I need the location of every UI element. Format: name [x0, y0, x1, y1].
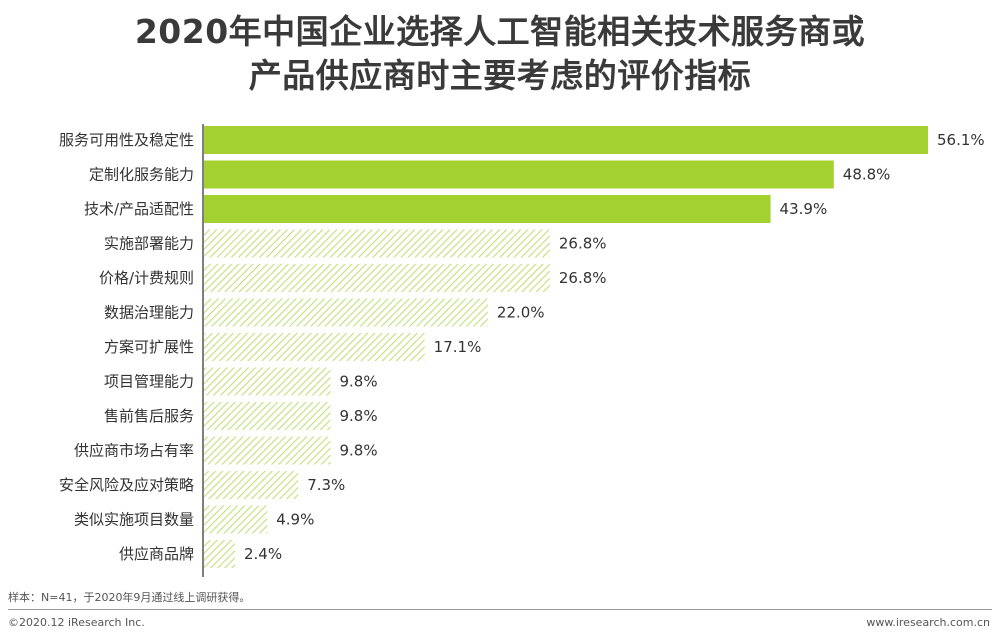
value-label: 48.8% [843, 166, 891, 184]
bar [204, 160, 834, 189]
website-url: www.iresearch.com.cn [866, 616, 990, 629]
chart-title-line-1: 2020年中国企业选择人工智能相关技术服务商或 [134, 12, 866, 51]
footnote: 样本：N=41，于2020年9月通过线上调研获得。 [8, 591, 251, 604]
footer-divider [8, 609, 992, 610]
value-label: 17.1% [434, 338, 482, 356]
value-label: 9.8% [339, 407, 377, 425]
category-label: 服务可用性及稳定性 [59, 131, 194, 149]
category-label: 方案可扩展性 [104, 338, 194, 356]
bar [204, 126, 928, 154]
category-label: 售前售后服务 [104, 407, 194, 425]
bar [204, 402, 331, 430]
bar [204, 195, 771, 223]
bar [204, 436, 331, 465]
category-label: 供应商品牌 [119, 545, 194, 563]
value-label: 56.1% [937, 131, 985, 149]
chart-title-line-2: 产品供应商时主要考虑的评价指标 [248, 56, 752, 95]
category-label: 安全风险及应对策略 [59, 476, 194, 494]
value-label: 9.8% [339, 442, 377, 460]
bar [204, 505, 268, 534]
category-label: 数据治理能力 [104, 304, 194, 322]
copyright-text: ©2020.12 iResearch Inc. [8, 616, 145, 629]
category-label: 技术/产品适配性 [84, 200, 194, 218]
value-label: 26.8% [559, 269, 607, 287]
bar-chart: 服务可用性及稳定性 56.1% 定制化服务能力 48.8% 技术/产品适配性 43.9% 实… [59, 124, 985, 577]
category-label: 定制化服务能力 [89, 166, 194, 184]
value-label: 7.3% [307, 476, 345, 494]
value-label: 26.8% [559, 235, 607, 253]
bar [204, 540, 235, 568]
category-label: 价格/计费规则 [99, 269, 194, 287]
value-label: 9.8% [339, 373, 377, 391]
category-label: 项目管理能力 [104, 373, 194, 391]
category-label: 实施部署能力 [104, 235, 194, 253]
bar [204, 229, 550, 258]
value-label: 22.0% [497, 304, 545, 322]
value-label: 2.4% [244, 545, 282, 563]
value-label: 43.9% [780, 200, 828, 218]
value-label: 4.9% [276, 511, 314, 529]
bar [204, 333, 425, 361]
category-label: 供应商市场占有率 [74, 442, 194, 460]
bar [204, 264, 550, 292]
bar [204, 471, 299, 499]
bar [204, 367, 331, 396]
category-label: 类似实施项目数量 [74, 511, 194, 529]
bar [204, 298, 488, 327]
chart-title: 2020年中国企业选择人工智能相关技术服务商或 产品供应商时主要考虑的评价指标 [0, 10, 1000, 98]
